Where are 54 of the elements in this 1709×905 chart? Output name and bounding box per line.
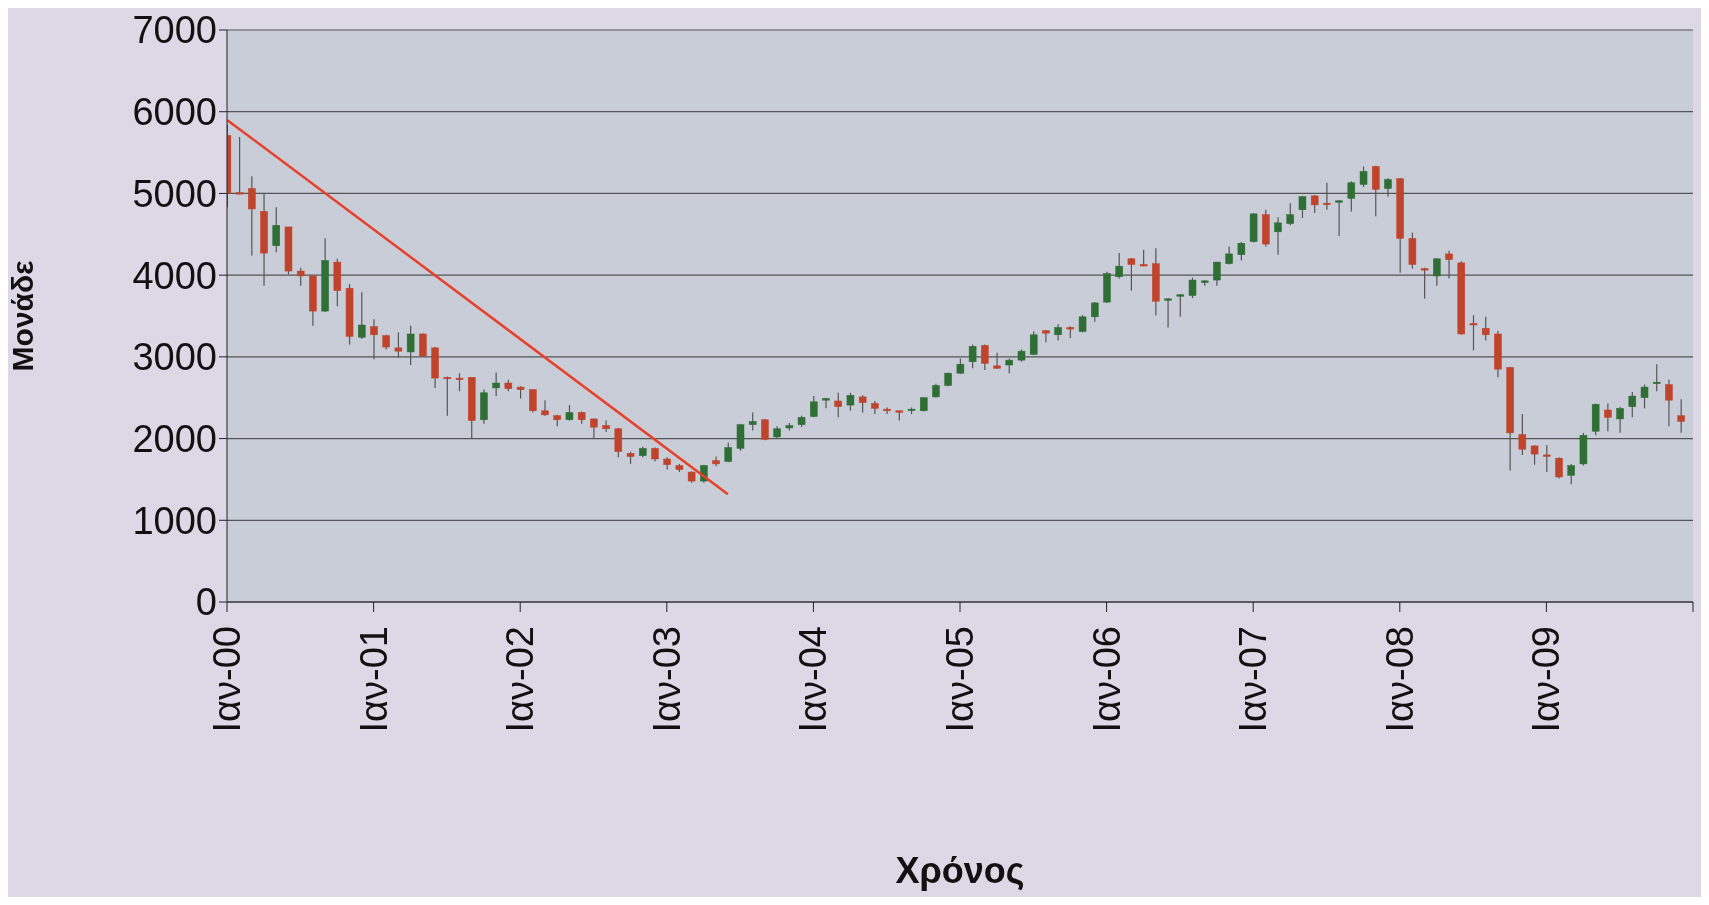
- candlestick: [1628, 391, 1637, 418]
- x-tick-label: Ιαν-00: [206, 626, 248, 733]
- candlestick: [358, 291, 366, 340]
- candlestick: [1665, 379, 1673, 427]
- x-tick-label: Ιαν-05: [939, 626, 981, 733]
- candlestick: [1359, 165, 1368, 188]
- candlestick: [1640, 384, 1649, 409]
- candlestick: [1616, 406, 1624, 434]
- candlestick: [1604, 402, 1612, 432]
- x-tick-label: Ιαν-09: [1525, 626, 1568, 733]
- candlestick: [1042, 329, 1050, 343]
- x-tick-label: Ιαν-02: [499, 626, 542, 733]
- candlestick: [1555, 456, 1563, 480]
- candlestick: [1164, 297, 1172, 329]
- candlestick: [1652, 363, 1661, 392]
- candlestick: [602, 419, 610, 433]
- candlestick: [492, 371, 500, 397]
- candlestick: [1335, 199, 1343, 237]
- x-tick-label: Ιαν-03: [645, 626, 688, 733]
- x-tick-label: Ιαν-07: [1232, 626, 1275, 733]
- x-tick-label: Ιαν-08: [1378, 626, 1421, 733]
- candlestick: [822, 397, 830, 409]
- x-tick-label: Ιαν-06: [1085, 626, 1128, 733]
- candlestick: [1481, 316, 1490, 342]
- candlestick: [272, 206, 281, 253]
- candlestick: [1054, 323, 1062, 342]
- y-tick-label: 1000: [132, 499, 217, 542]
- candlestick: [1188, 276, 1197, 299]
- y-tick-label: 7000: [132, 9, 217, 52]
- candlestick: [1567, 463, 1575, 485]
- y-tick-label: 3000: [132, 336, 217, 379]
- candlestick: [529, 388, 537, 414]
- y-tick-label: 2000: [132, 418, 217, 461]
- candlestick: [443, 375, 452, 417]
- x-axis-title: Χρόνος: [895, 850, 1025, 891]
- candlestick: [1286, 202, 1294, 226]
- candlestick: [1677, 398, 1685, 434]
- candlestick: [1530, 444, 1539, 466]
- y-axis-title: Μονάδε: [5, 260, 39, 372]
- y-tick-label: 0: [195, 581, 217, 624]
- candlestick: [1274, 216, 1282, 256]
- candlestick: [1469, 314, 1478, 351]
- x-tick-label: Ιαν-01: [352, 626, 395, 733]
- candlestick: [1237, 241, 1246, 262]
- candlestick: [1543, 444, 1551, 473]
- candlestick: [541, 399, 549, 417]
- y-tick-label: 4000: [132, 254, 217, 297]
- y-tick-label: 6000: [132, 91, 217, 134]
- x-tick-label: Ιαν-04: [792, 626, 835, 733]
- candlestick: [834, 392, 842, 418]
- y-tick-label: 5000: [132, 172, 217, 215]
- candlestick: [1298, 195, 1307, 219]
- candlestick: [1091, 301, 1099, 323]
- candlestick: [883, 406, 891, 415]
